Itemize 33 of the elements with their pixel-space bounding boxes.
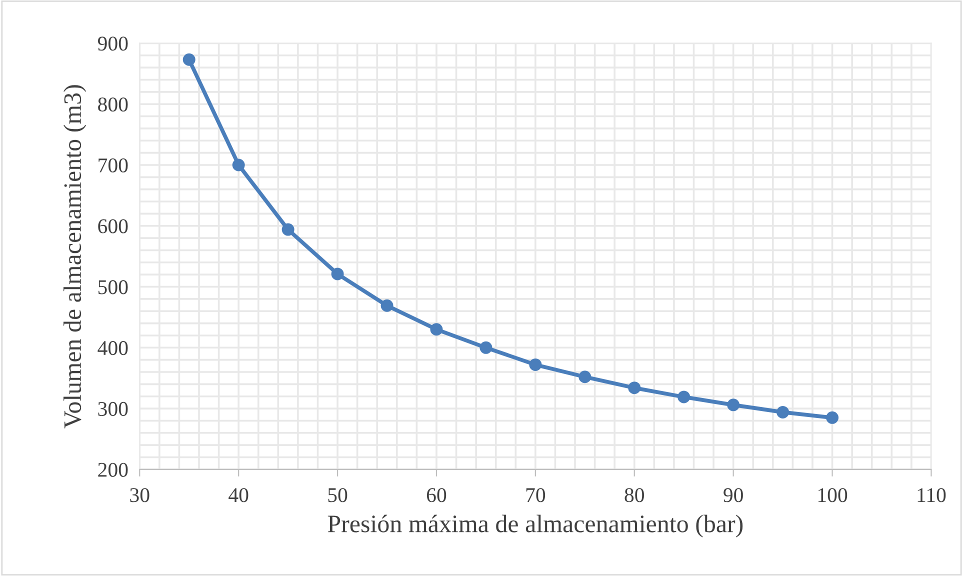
x-tick-label: 30	[130, 488, 150, 502]
point	[776, 406, 790, 418]
y-tick-label: 700	[98, 158, 128, 172]
y-tick-label: 200	[98, 462, 128, 477]
point	[826, 411, 839, 424]
point	[480, 341, 492, 354]
point	[678, 390, 690, 404]
point	[430, 323, 443, 336]
point	[578, 370, 592, 384]
y-tick-label: 900	[98, 36, 128, 51]
y-tick-label: 300	[98, 402, 128, 416]
y-tick-label: 500	[98, 280, 128, 294]
x-tick-label: 70	[526, 488, 546, 502]
x-tick-label: 80	[624, 488, 644, 502]
x-tick-label: 50	[328, 488, 348, 502]
point	[628, 382, 641, 394]
x-tick-label: 100	[818, 488, 848, 502]
y-tick-label: 800	[98, 97, 128, 112]
point	[182, 53, 196, 66]
x-axis-title: Presión máxima de almacenamiento (bar)	[328, 514, 743, 538]
y-tick-label: 600	[98, 219, 128, 234]
y-axis-title: Volumen de almacenamiento (m3)	[63, 85, 86, 428]
x-tick-label: 110	[918, 488, 946, 502]
point	[282, 223, 294, 236]
point	[331, 268, 344, 280]
point	[529, 358, 542, 371]
point	[232, 158, 245, 172]
x-tick-label: 60	[426, 488, 446, 502]
x-tick-label: 90	[724, 488, 743, 502]
point	[380, 299, 394, 312]
x-tick-label: 40	[228, 488, 248, 502]
point	[727, 398, 740, 412]
y-tick-label: 400	[98, 341, 128, 356]
